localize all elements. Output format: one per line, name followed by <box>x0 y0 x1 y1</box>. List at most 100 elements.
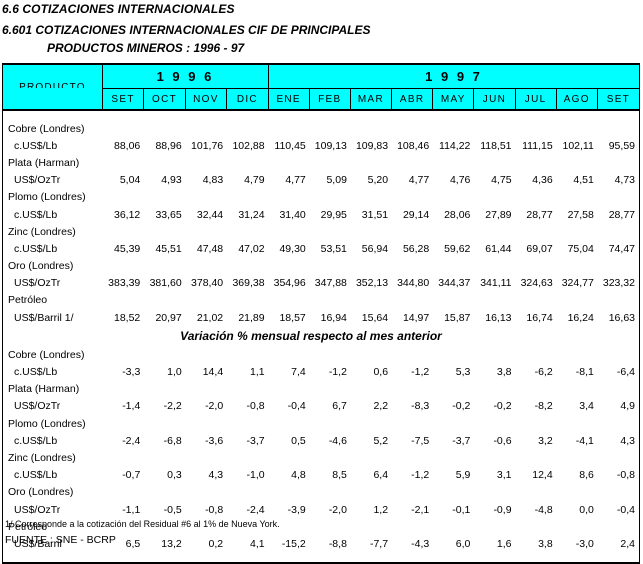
data-cell: 53,51 <box>320 242 347 255</box>
data-cell: -2,1 <box>411 503 430 516</box>
table-row: US$/OzTr 5,04 4,93 4,83 4,79 4,77 5,09 5,20 4,77… <box>3 172 639 189</box>
unit-label: US$/OzTr <box>14 503 61 516</box>
data-cell: -3,6 <box>205 434 224 447</box>
data-cell: 31,40 <box>279 208 306 221</box>
data-cell: 45,51 <box>155 242 182 255</box>
table-row: Cobre (Londres) <box>3 120 639 137</box>
data-cell: 0,5 <box>291 434 306 447</box>
table-subtitle-line1: 6.601 COTIZACIONES INTERNACIONALES CIF D… <box>2 23 371 37</box>
data-cell: 4,1 <box>249 537 265 550</box>
data-cell: 4,76 <box>449 174 471 187</box>
data-cell: -3,3 <box>122 366 141 379</box>
header-cell-month-1997-3: ABR <box>392 88 434 109</box>
data-cell: 16,74 <box>526 311 553 324</box>
header-cell-month-1997-8: SET <box>597 88 639 109</box>
footnote-source: FUENTE : SNE - BCRP <box>5 534 116 546</box>
data-cell: 4,73 <box>614 174 635 187</box>
data-cell: 352,13 <box>355 277 389 290</box>
data-cell: -1,1 <box>122 503 141 516</box>
data-cell: 14,4 <box>202 366 224 379</box>
data-cell: -4,1 <box>575 434 594 447</box>
data-cell: 6,4 <box>373 469 389 482</box>
data-table: PRODUCTO 1 9 9 6 1 9 9 7 SET OCT NOV DIC… <box>2 63 640 564</box>
data-cell: 5,04 <box>119 174 141 187</box>
data-cell: 28,77 <box>608 208 635 221</box>
data-cell: 383,39 <box>108 277 141 290</box>
table-subtitle-line2: PRODUCTOS MINEROS : 1996 - 97 <box>47 41 245 55</box>
variacion-bottom-gap <box>3 553 639 562</box>
header-cell-month-1996-0: SET <box>102 88 145 109</box>
data-cell: 341,11 <box>480 277 512 290</box>
product-label: Cobre (Londres) <box>8 122 85 135</box>
data-cell: 4,79 <box>244 174 265 187</box>
data-cell: 56,28 <box>402 242 430 255</box>
data-cell: 32,44 <box>196 208 224 221</box>
data-cell: 3,8 <box>496 366 512 379</box>
data-cell: -8,2 <box>534 400 553 413</box>
data-cell: 4,3 <box>208 469 224 482</box>
data-cell: 102,11 <box>562 139 594 152</box>
data-cell: 4,77 <box>408 174 430 187</box>
data-cell: 16,63 <box>608 311 635 324</box>
data-cell: 21,02 <box>196 311 224 324</box>
table-row: Petróleo <box>3 292 639 309</box>
table-row: Plata (Harman) <box>3 381 639 398</box>
data-cell: -2,4 <box>122 434 141 447</box>
data-cell: 4,83 <box>202 174 224 187</box>
data-cell: 344,37 <box>438 277 471 290</box>
table-row: US$/Barril 1/18,52 20,97 21,02 21,89 18,57 16… <box>3 309 639 326</box>
data-cell: -1,2 <box>411 469 430 482</box>
data-cell: -0,4 <box>616 503 635 516</box>
data-cell: 6,0 <box>455 537 471 550</box>
table-row: US$/Barril 6,5 13,2 0,2 4,1 -15,2 -8,8 -7,7 -4,3… <box>3 535 639 552</box>
data-cell: -6,2 <box>534 366 553 379</box>
data-cell: 75,04 <box>567 242 594 255</box>
table-row: c.US$/Lb -2,4 -6,8 -3,6 -3,7 0,5 -4,6 5,2 -7,5 -3… <box>3 432 639 449</box>
data-cell: -1,0 <box>246 469 265 482</box>
product-label: Petróleo <box>8 520 48 533</box>
data-cell: 324,77 <box>561 277 594 290</box>
header-row-months: SET OCT NOV DIC ENE FEB MAR ABR MAY JUN … <box>3 88 639 109</box>
data-cell: 110,45 <box>274 139 306 152</box>
data-cell: -1,2 <box>328 366 347 379</box>
table-row: Plata (Harman) <box>3 154 639 171</box>
data-cell: 3,1 <box>496 469 512 482</box>
data-cell: 1,2 <box>373 503 389 516</box>
table-row: c.US$/Lb 88,06 88,96 101,76 102,88 110,45 109,… <box>3 137 639 154</box>
data-cell: 29,14 <box>402 208 430 221</box>
header-cell-month-1997-2: MAR <box>350 88 393 109</box>
header-cell-month-1997-0: ENE <box>268 88 310 109</box>
data-cell: -2,2 <box>163 400 182 413</box>
data-cell: 20,97 <box>155 311 182 324</box>
data-cell: 49,30 <box>279 242 306 255</box>
data-cell: 4,36 <box>532 174 553 187</box>
data-cell: -7,5 <box>411 434 430 447</box>
data-cell: 27,89 <box>485 208 512 221</box>
data-cell: 4,9 <box>620 400 635 413</box>
data-cell: 15,64 <box>361 311 389 324</box>
data-cell: 16,24 <box>567 311 594 324</box>
unit-label: c.US$/Lb <box>14 139 58 152</box>
table-row: c.US$/Lb 36,12 33,65 32,44 31,24 31,40 29,95 31… <box>3 206 639 223</box>
data-cell: 4,75 <box>491 174 512 187</box>
product-label: Plata (Harman) <box>8 156 80 169</box>
product-label: Zinc (Londres) <box>8 451 76 464</box>
data-cell: 14,97 <box>402 311 430 324</box>
data-cell: 323,32 <box>602 277 635 290</box>
table-row: Cobre (Londres) <box>3 346 639 363</box>
data-cell: 0,6 <box>373 366 389 379</box>
data-cell: 21,89 <box>238 311 265 324</box>
data-cell: -15,2 <box>281 537 306 550</box>
data-cell: -0,6 <box>493 434 512 447</box>
data-cell: 2,4 <box>620 537 635 550</box>
section-levels: Cobre (Londres) c.US$/Lb 88,06 88,96 101,76 1… <box>3 111 639 326</box>
data-cell: 101,76 <box>191 139 224 152</box>
header-cell-month-1997-1: FEB <box>309 88 351 109</box>
product-label: Petróleo <box>8 294 48 307</box>
data-cell: -0,4 <box>287 400 306 413</box>
table-row: Zinc (Londres) <box>3 223 639 240</box>
data-cell: 33,65 <box>155 208 182 221</box>
data-cell: 344,80 <box>397 277 430 290</box>
unit-label: US$/OzTr <box>14 277 61 290</box>
data-cell: 4,93 <box>161 174 182 187</box>
